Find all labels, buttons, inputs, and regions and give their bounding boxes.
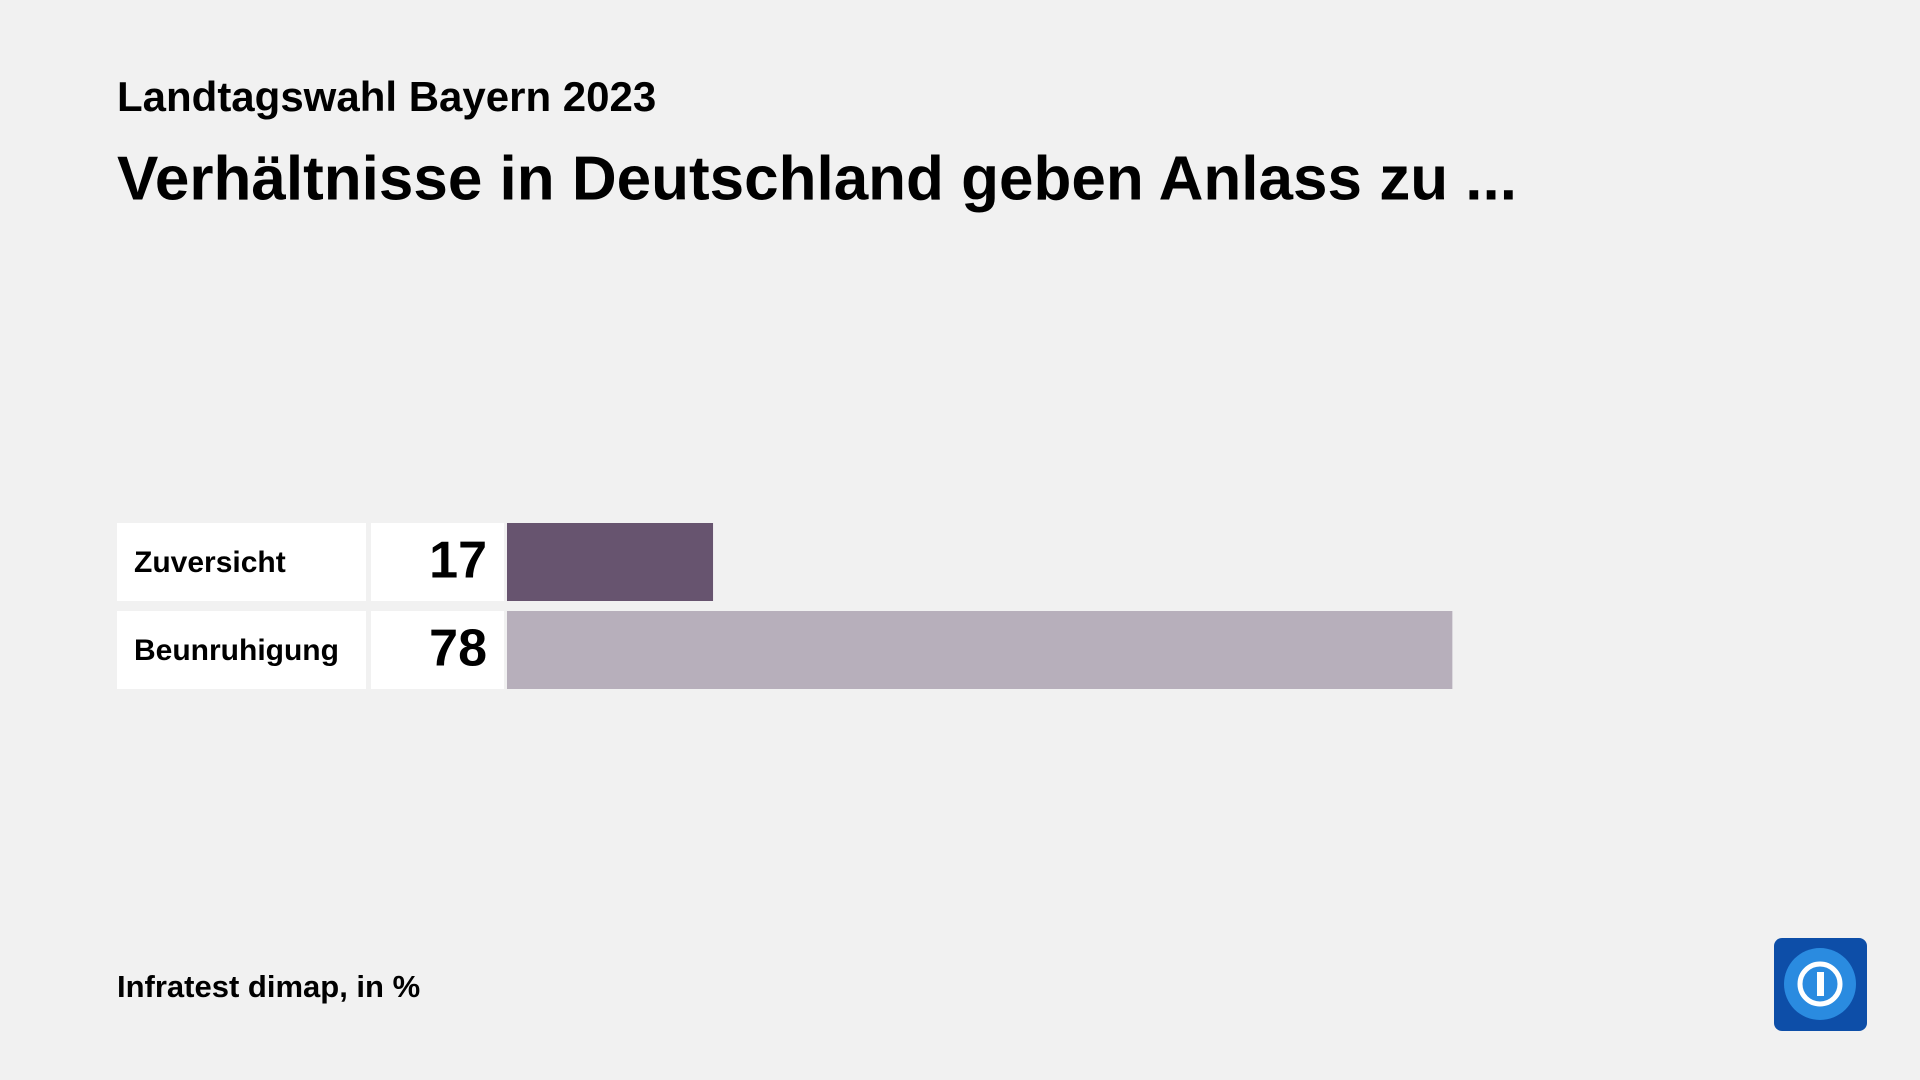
label-box [117, 611, 366, 689]
chart-subtitle: Landtagswahl Bayern 2023 [117, 73, 656, 120]
bar [507, 523, 714, 601]
logo [1774, 938, 1867, 1031]
value-label: 17 [429, 532, 487, 590]
label-box [117, 523, 366, 601]
category-label: Zuversicht [134, 546, 286, 579]
logo-ring [1797, 961, 1843, 1007]
value-label: 78 [429, 620, 487, 678]
logo-one [1817, 972, 1824, 996]
chart-title: Verhältnisse in Deutschland geben Anlass… [117, 144, 1517, 213]
source-note: Infratest dimap, in % [117, 969, 420, 1004]
value-box [371, 523, 504, 601]
bar [507, 611, 1453, 689]
category-label: Beunruhigung [134, 634, 339, 667]
value-box [371, 611, 504, 689]
